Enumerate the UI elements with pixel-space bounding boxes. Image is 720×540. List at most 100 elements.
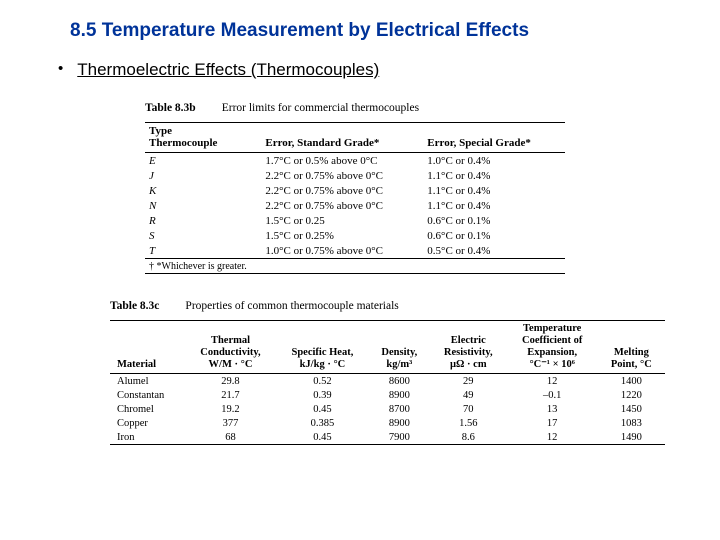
cell-type: E	[145, 153, 261, 168]
table-row: N2.2°C or 0.75% above 0°C1.1°C or 0.4%	[145, 198, 565, 213]
table-c-title: Properties of common thermocouple materi…	[185, 300, 398, 312]
col-type: Type Thermocouple	[145, 123, 261, 152]
table-b-label: Table 8.3b	[145, 102, 196, 114]
cell-tc: 29.8	[185, 374, 276, 388]
cell-sh: 0.52	[276, 374, 369, 388]
c-er: Electric Resistivity, µΩ · cm	[430, 321, 507, 373]
cell-sh: 0.385	[276, 416, 369, 430]
table-row: Chromel19.20.45870070131450	[110, 402, 665, 416]
l: W/M · °C	[209, 359, 253, 370]
cell-d: 7900	[369, 430, 430, 444]
table-row: J2.2°C or 0.75% above 0°C1.1°C or 0.4%	[145, 168, 565, 183]
cell-te: –0.1	[507, 388, 598, 402]
cell-mp: 1490	[598, 430, 665, 444]
cell-d: 8600	[369, 374, 430, 388]
table-row: S1.5°C or 0.25%0.6°C or 0.1%	[145, 228, 565, 243]
c-mp: Melting Point, °C	[598, 321, 665, 373]
cell-spec: 0.5°C or 0.4%	[423, 243, 565, 258]
l: Density,	[381, 347, 417, 358]
table-row: Alumel29.80.52860029121400	[110, 374, 665, 388]
col-std: Error, Standard Grade*	[261, 123, 423, 152]
cell-spec: 1.1°C or 0.4%	[423, 183, 565, 198]
cell-d: 8700	[369, 402, 430, 416]
rule	[145, 273, 565, 274]
l: Thermal	[211, 335, 250, 346]
table-b: Type Thermocouple Error, Standard Grade*…	[145, 122, 565, 274]
table-row: Copper3770.38589001.56171083	[110, 416, 665, 430]
cell-spec: 1.1°C or 0.4%	[423, 168, 565, 183]
cell-te: 17	[507, 416, 598, 430]
l: Melting	[614, 347, 649, 358]
cell-tc: 19.2	[185, 402, 276, 416]
cell-er: 29	[430, 374, 507, 388]
bullet-dot: •	[58, 60, 63, 77]
l: Conductivity,	[200, 347, 260, 358]
l: Expansion,	[527, 347, 577, 358]
cell-type: N	[145, 198, 261, 213]
cell-mat: Chromel	[110, 402, 185, 416]
cell-std: 1.0°C or 0.75% above 0°C	[261, 243, 423, 258]
c-sh: Specific Heat, kJ/kg · °C	[276, 321, 369, 373]
l: Electric	[451, 335, 486, 346]
cell-er: 8.6	[430, 430, 507, 444]
cell-mp: 1220	[598, 388, 665, 402]
table-c-body: Alumel29.80.52860029121400Constantan21.7…	[110, 374, 665, 444]
cell-type: K	[145, 183, 261, 198]
cell-tc: 68	[185, 430, 276, 444]
table-b-block: Table 8.3b Error limits for commercial t…	[145, 98, 680, 274]
table-c-block: Table 8.3c Properties of common thermoco…	[110, 296, 680, 445]
col-spec: Error, Special Grade*	[423, 123, 565, 152]
cell-er: 49	[430, 388, 507, 402]
table-b-title: Error limits for commercial thermocouple…	[222, 102, 419, 114]
cell-spec: 1.1°C or 0.4%	[423, 198, 565, 213]
cell-er: 1.56	[430, 416, 507, 430]
cell-mp: 1450	[598, 402, 665, 416]
cell-d: 8900	[369, 388, 430, 402]
cell-d: 8900	[369, 416, 430, 430]
section-title: 8.5 Temperature Measurement by Electrica…	[70, 20, 680, 42]
h1: Type	[149, 125, 172, 137]
cell-mp: 1083	[598, 416, 665, 430]
l: Resistivity,	[444, 347, 493, 358]
rule	[110, 444, 665, 445]
cell-te: 13	[507, 402, 598, 416]
table-b-body: E1.7°C or 0.5% above 0°C1.0°C or 0.4%J2.…	[145, 153, 565, 258]
cell-sh: 0.45	[276, 402, 369, 416]
cell-tc: 21.7	[185, 388, 276, 402]
cell-spec: 1.0°C or 0.4%	[423, 153, 565, 168]
cell-type: J	[145, 168, 261, 183]
cell-sh: 0.39	[276, 388, 369, 402]
cell-std: 2.2°C or 0.75% above 0°C	[261, 168, 423, 183]
l: kJ/kg · °C	[300, 359, 346, 370]
l: °C⁻¹ × 10⁶	[529, 359, 574, 370]
l: Coefficient of	[522, 335, 582, 346]
table-c-label: Table 8.3c	[110, 300, 159, 312]
cell-mat: Alumel	[110, 374, 185, 388]
table-row: T1.0°C or 0.75% above 0°C0.5°C or 0.4%	[145, 243, 565, 258]
cell-mat: Copper	[110, 416, 185, 430]
l: Temperature	[523, 323, 581, 334]
cell-type: T	[145, 243, 261, 258]
bullet-text: Thermoelectric Effects (Thermocouples)	[77, 60, 379, 80]
l: µΩ · cm	[450, 359, 487, 370]
table-row: Iron680.4579008.6121490	[110, 430, 665, 444]
cell-te: 12	[507, 430, 598, 444]
table-b-footnote: † *Whichever is greater.	[145, 259, 565, 273]
cell-mat: Constantan	[110, 388, 185, 402]
l: Point, °C	[611, 359, 652, 370]
cell-std: 1.5°C or 0.25	[261, 213, 423, 228]
cell-std: 1.7°C or 0.5% above 0°C	[261, 153, 423, 168]
cell-te: 12	[507, 374, 598, 388]
cell-type: S	[145, 228, 261, 243]
bullet-line: • Thermoelectric Effects (Thermocouples)	[58, 60, 680, 80]
cell-std: 2.2°C or 0.75% above 0°C	[261, 183, 423, 198]
c-mat: Material	[110, 321, 185, 373]
l: Specific Heat,	[292, 347, 354, 358]
cell-mp: 1400	[598, 374, 665, 388]
table-row: E1.7°C or 0.5% above 0°C1.0°C or 0.4%	[145, 153, 565, 168]
cell-type: R	[145, 213, 261, 228]
l: kg/m³	[386, 359, 412, 370]
table-row: K2.2°C or 0.75% above 0°C1.1°C or 0.4%	[145, 183, 565, 198]
c-te: Temperature Coefficient of Expansion, °C…	[507, 321, 598, 373]
cell-std: 2.2°C or 0.75% above 0°C	[261, 198, 423, 213]
